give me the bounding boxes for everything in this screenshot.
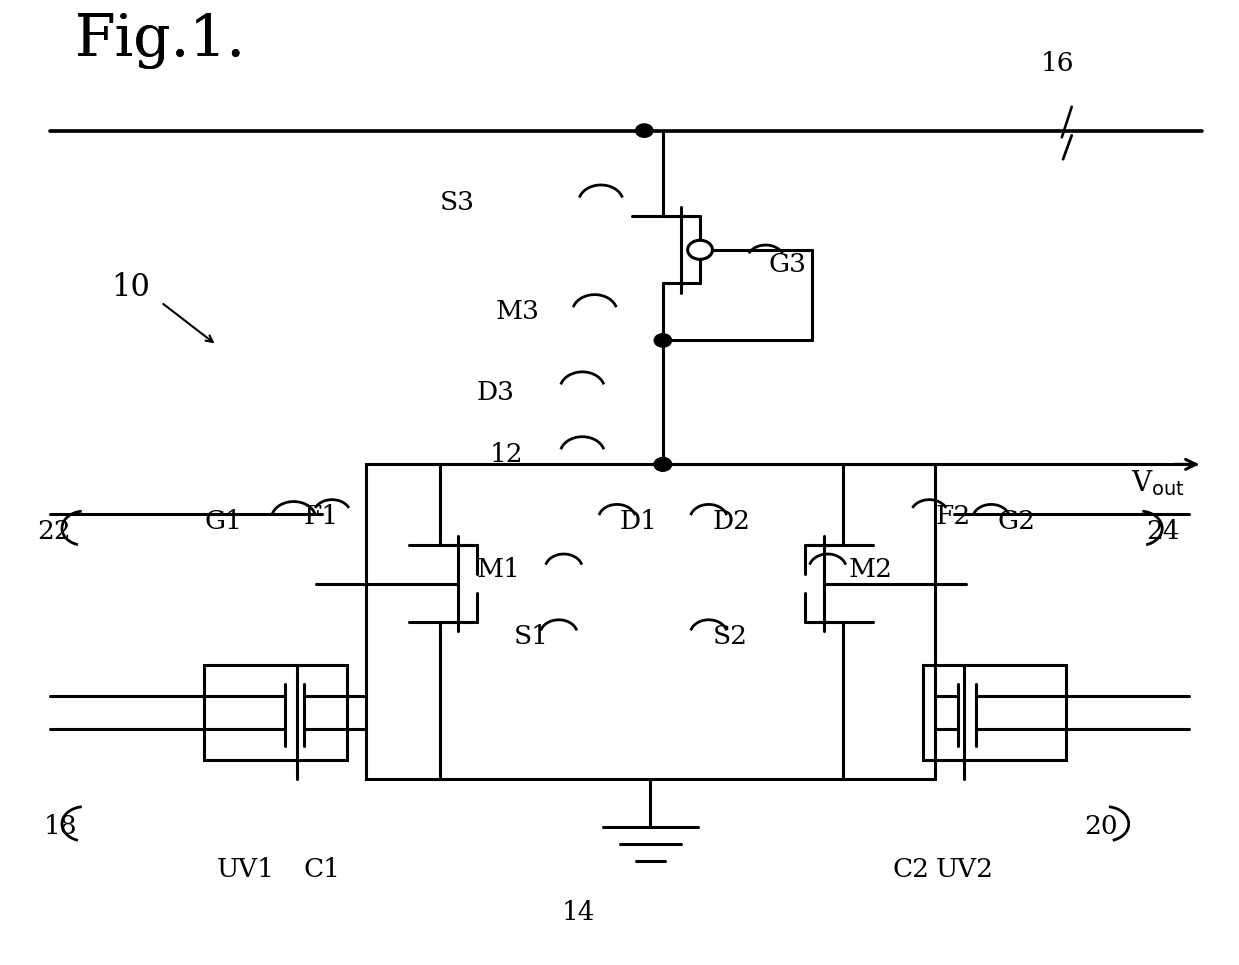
Text: 18: 18 bbox=[43, 814, 77, 840]
Text: C1: C1 bbox=[304, 857, 341, 882]
Circle shape bbox=[654, 457, 672, 471]
Text: M2: M2 bbox=[849, 557, 893, 582]
Text: S2: S2 bbox=[712, 623, 747, 648]
Text: UV1: UV1 bbox=[217, 857, 275, 882]
Text: G1: G1 bbox=[204, 510, 243, 534]
Circle shape bbox=[636, 124, 653, 137]
Text: D1: D1 bbox=[620, 510, 658, 534]
Text: UV2: UV2 bbox=[935, 857, 994, 882]
Text: D2: D2 bbox=[712, 510, 751, 534]
Circle shape bbox=[654, 334, 672, 347]
Text: C2: C2 bbox=[892, 857, 929, 882]
Text: Fig.1.: Fig.1. bbox=[74, 13, 245, 69]
Text: 16: 16 bbox=[1041, 51, 1074, 76]
Text: F1: F1 bbox=[304, 505, 338, 530]
Text: M3: M3 bbox=[496, 299, 540, 324]
Text: F2: F2 bbox=[935, 505, 970, 530]
Text: V$_{\rm out}$: V$_{\rm out}$ bbox=[1131, 469, 1184, 498]
Text: 10: 10 bbox=[112, 272, 150, 303]
Text: Fig.1.: Fig.1. bbox=[74, 13, 245, 69]
Text: G2: G2 bbox=[997, 510, 1036, 534]
Text: 14: 14 bbox=[561, 900, 595, 925]
Bar bbox=[923, 665, 1066, 760]
Text: S1: S1 bbox=[514, 623, 549, 648]
Text: S3: S3 bbox=[440, 190, 475, 214]
Text: M1: M1 bbox=[477, 557, 520, 582]
Bar bbox=[366, 464, 935, 779]
Circle shape bbox=[654, 457, 672, 471]
Text: 24: 24 bbox=[1146, 518, 1180, 543]
Text: D3: D3 bbox=[477, 380, 515, 405]
Text: G3: G3 bbox=[768, 252, 807, 277]
Text: 22: 22 bbox=[37, 518, 71, 543]
Text: 20: 20 bbox=[1084, 814, 1118, 840]
Text: 12: 12 bbox=[489, 442, 523, 467]
Circle shape bbox=[688, 240, 712, 260]
Bar bbox=[204, 665, 347, 760]
